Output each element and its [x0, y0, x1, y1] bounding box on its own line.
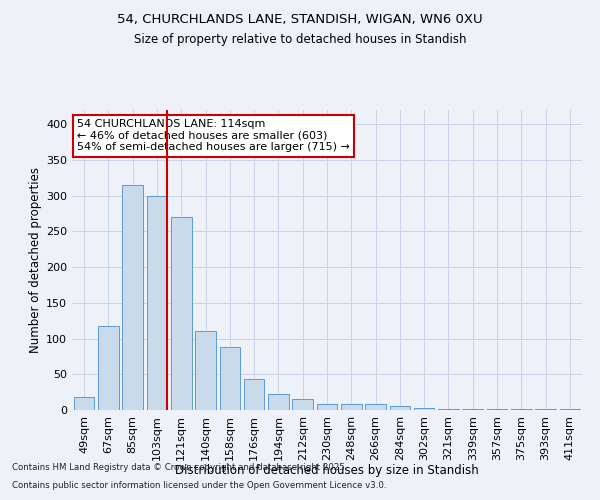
Bar [171, 217, 191, 410]
Bar [389, 406, 410, 410]
Text: Contains HM Land Registry data © Crown copyright and database right 2025.: Contains HM Land Registry data © Crown c… [12, 464, 347, 472]
Text: Size of property relative to detached houses in Standish: Size of property relative to detached ho… [134, 32, 466, 46]
Bar [74, 397, 94, 410]
Text: 54, CHURCHLANDS LANE, STANDISH, WIGAN, WN6 0XU: 54, CHURCHLANDS LANE, STANDISH, WIGAN, W… [117, 12, 483, 26]
Bar [511, 408, 532, 410]
Bar [438, 408, 459, 410]
Y-axis label: Number of detached properties: Number of detached properties [29, 167, 42, 353]
Bar [365, 404, 386, 410]
Bar [341, 404, 362, 410]
Bar [220, 347, 240, 410]
Bar [146, 196, 167, 410]
Bar [414, 408, 434, 410]
Text: 54 CHURCHLANDS LANE: 114sqm
← 46% of detached houses are smaller (603)
54% of se: 54 CHURCHLANDS LANE: 114sqm ← 46% of det… [77, 119, 350, 152]
Bar [317, 404, 337, 410]
Bar [122, 185, 143, 410]
Bar [98, 326, 119, 410]
Bar [195, 332, 216, 410]
Bar [463, 408, 483, 410]
X-axis label: Distribution of detached houses by size in Standish: Distribution of detached houses by size … [175, 464, 479, 477]
Bar [244, 378, 265, 410]
Text: Contains public sector information licensed under the Open Government Licence v3: Contains public sector information licen… [12, 481, 386, 490]
Bar [268, 394, 289, 410]
Bar [292, 400, 313, 410]
